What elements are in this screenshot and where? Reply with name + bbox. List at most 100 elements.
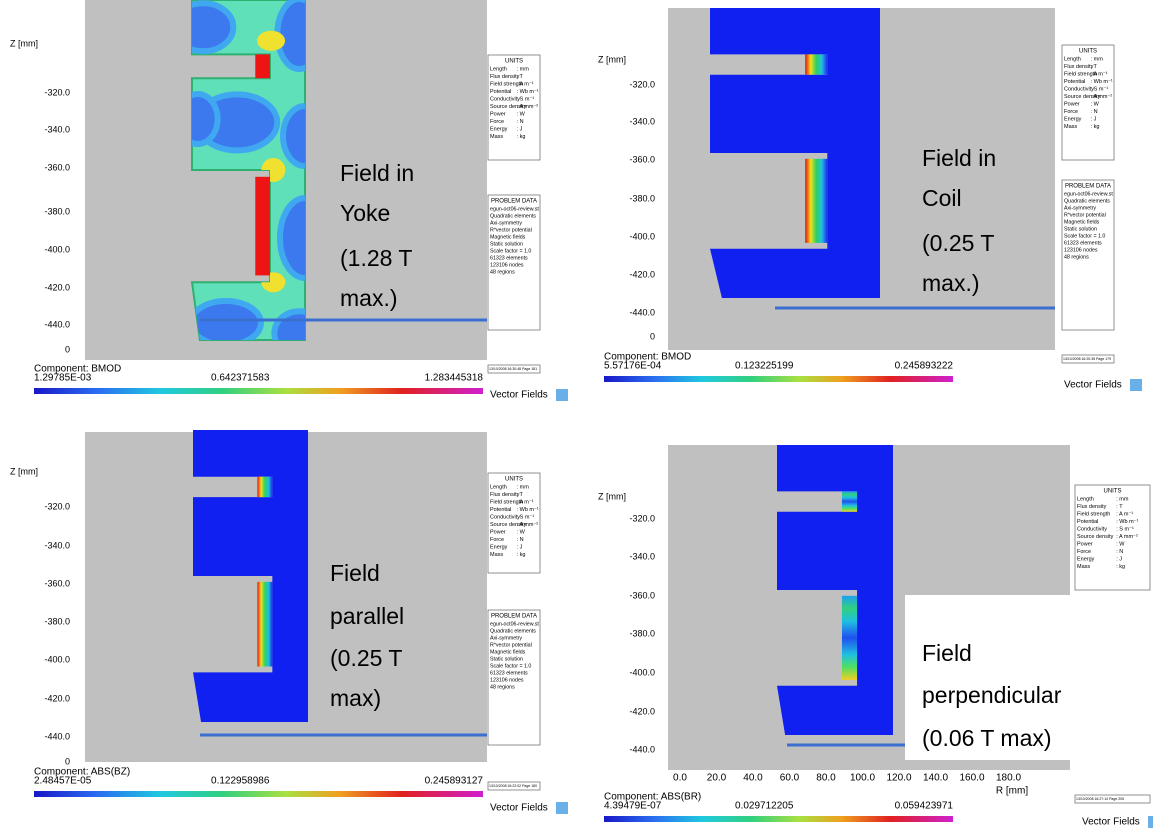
z-tick-label: -340.0 [44,540,70,550]
units-value: : N [517,119,524,125]
units-value: : A mm⁻² [517,104,539,110]
units-name: Power [490,111,506,117]
units-name: Conductivity [1077,526,1107,532]
z-tick-label: -400.0 [629,231,655,241]
units-value: : T [517,74,524,80]
scale-mid: 0.029712205 [735,801,794,812]
units-value: : mm [1116,496,1129,502]
units-box [1074,484,1151,591]
units-value: : mm [517,484,530,490]
coil [805,54,828,75]
units-value: : Wb m⁻¹ [517,89,539,95]
color-bar [34,388,483,394]
problem-line: Axi-symmetry [490,220,522,226]
logo: Vector Fields [1064,380,1122,391]
units-name: Length [490,66,507,72]
scale-min: 2.48457E-05 [34,776,92,787]
units-value: : W [517,529,526,535]
problem-line: Quadratic elements [490,628,536,634]
units-value: : kg [1116,564,1125,570]
annotation: max.) [340,285,398,311]
units-name: Flux density [490,74,520,80]
units-value: : Wb m⁻¹ [1091,79,1113,85]
units-name: Conductivity [1064,86,1094,92]
r-label: R [mm] [996,786,1028,797]
footer-box [487,364,541,374]
units-value: : J [517,126,523,132]
annotation: (1.28 T [340,245,412,271]
units-name: Potential [1064,79,1085,85]
problem-line: 48 regions [490,269,515,275]
annotation-box [905,595,1150,760]
annotation: Field in [922,145,996,171]
z-tick-label: -320.0 [44,501,70,511]
logo-icon [1148,816,1153,828]
problem-line: R*vector potential [490,227,532,233]
field-region [192,91,221,147]
units-name: Mass [1077,564,1090,570]
units-name: Field strength [490,499,523,505]
scale-min: 1.29785E-03 [34,373,92,384]
z-tick-label: -440.0 [629,744,655,754]
field-region [280,103,305,169]
z-tick-label: -420.0 [629,706,655,716]
footer: 13/10/2008 16:22:02 Page 180 [489,784,537,788]
annotation: perpendicular [922,682,1062,708]
annotation: (0.25 T [330,645,402,671]
units-value: : mm [1091,56,1104,62]
z-label: Z [mm] [10,38,38,48]
units-box [1061,44,1115,161]
units-value: : W [1116,541,1125,547]
annotation: Field [330,560,380,586]
z-tick-label: -400.0 [44,654,70,664]
r-tick-label: 180.0 [996,773,1021,784]
scale-max: 0.245893127 [425,776,484,787]
units-name: Mass [490,134,503,140]
problem-line: Magnetic fields [490,649,526,655]
scale-mid: 0.122958986 [211,776,270,787]
problem-line: Static solution [1064,226,1097,232]
yoke [710,8,880,298]
units-value: : S m⁻¹ [517,514,535,520]
problem-line: egun-oct06-review.st [1064,191,1113,197]
problem-line: Quadratic elements [1064,198,1110,204]
units-value: : N [517,537,524,543]
units-value: : A m⁻¹ [517,499,534,505]
r-tick-label: 0.0 [673,773,687,784]
coil [257,476,273,498]
units-value: : A m⁻¹ [517,81,534,87]
units-value: : A mm⁻² [517,522,539,528]
units-name: Mass [1064,124,1077,130]
units-value: : kg [517,134,526,140]
units-value: : J [517,544,523,550]
units-name: Power [1064,101,1080,107]
annotation: parallel [330,603,404,629]
scale-max: 0.245893222 [895,361,954,372]
r-tick-label: 40.0 [743,773,763,784]
units-name: Source density [1077,534,1114,540]
units-name: Length [1064,56,1081,62]
units-name: Force [1077,549,1091,555]
z-tick-label: 0 [65,756,70,766]
units-value: : A m⁻¹ [1116,511,1133,517]
scale-mid: 0.123225199 [735,361,794,372]
units-name: Potential [1077,519,1098,525]
units-value: : mm [517,66,530,72]
problem-box [487,609,541,746]
units-box [487,54,541,161]
units-name: Power [490,529,506,535]
coil [255,54,270,79]
scale-mid: 0.642371583 [211,373,270,384]
problem-title: PROBLEM DATA [491,199,537,205]
field-region [257,30,286,51]
z-label: Z [mm] [10,466,38,476]
units-value: : T [517,492,524,498]
units-name: Flux density [490,492,520,498]
units-name: Potential [490,507,511,513]
units-value: : S m⁻¹ [517,96,535,102]
problem-line: 123106 nodes [490,677,524,683]
problem-line: egun-oct06-review.st [490,206,539,212]
z-tick-label: -400.0 [44,244,70,254]
units-value: : T [1091,64,1098,70]
